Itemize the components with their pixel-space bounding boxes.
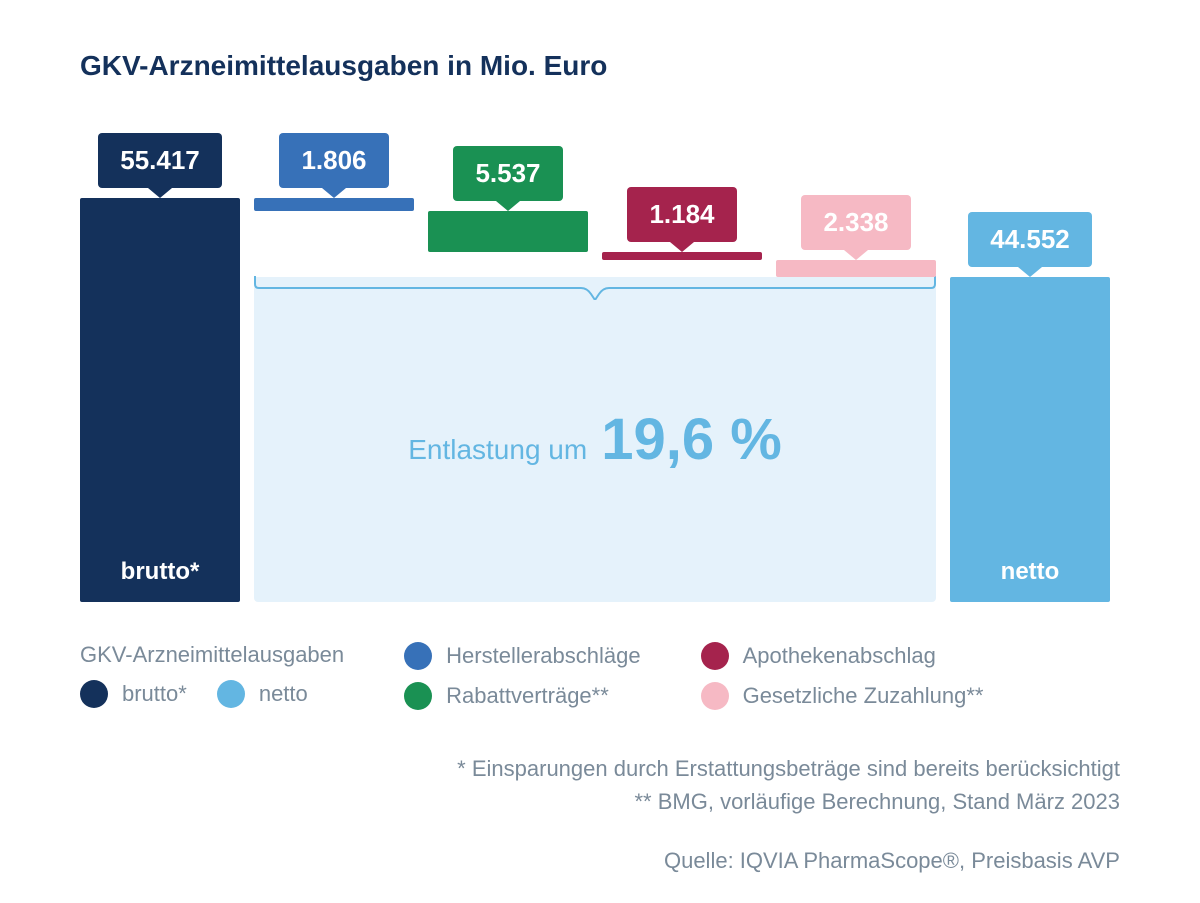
legend-label: netto <box>259 681 308 707</box>
callout: 1.184 <box>627 187 736 242</box>
footnote-1: * Einsparungen durch Erstattungsbeträge … <box>80 752 1120 785</box>
bar-rect: brutto* <box>80 198 240 602</box>
bar-apotheken: 1.184 <box>602 122 762 602</box>
dot-icon <box>217 680 245 708</box>
dot-icon <box>80 680 108 708</box>
waterfall-plot: Entlastung um19,6 %brutto*55.4171.8065.5… <box>80 122 1120 602</box>
legend-col-1: GKV-Arzneimittelausgaben brutto* netto <box>80 642 344 722</box>
bar-rect <box>428 211 588 251</box>
legend-label: Apothekenabschlag <box>743 643 936 669</box>
bar-inner-label: netto <box>950 558 1110 586</box>
legend-item-rabatt: Rabattverträge** <box>404 682 640 710</box>
legend-item-netto: netto <box>217 680 308 708</box>
footnotes: * Einsparungen durch Erstattungsbeträge … <box>80 752 1120 818</box>
bar-rect <box>254 198 414 211</box>
chart-title: GKV-Arzneimittelausgaben in Mio. Euro <box>80 50 1120 82</box>
callout: 2.338 <box>801 195 910 250</box>
bar-inner-label: brutto* <box>80 558 240 586</box>
dot-icon <box>701 642 729 670</box>
legend-label: Herstellerabschläge <box>446 643 640 669</box>
bar-hersteller: 1.806 <box>254 122 414 602</box>
legend-col-3: Apothekenabschlag Gesetzliche Zuzahlung*… <box>701 642 984 722</box>
bar-brutto: brutto* 55.417 <box>80 122 240 602</box>
legend-label: Rabattverträge** <box>446 683 609 709</box>
callout: 55.417 <box>98 133 222 188</box>
bar-rect <box>776 260 936 277</box>
callout: 5.537 <box>453 146 562 201</box>
callout: 44.552 <box>968 212 1092 267</box>
bar-netto: netto 44.552 <box>950 122 1110 602</box>
legend-item-hersteller: Herstellerabschläge <box>404 642 640 670</box>
footnote-2: ** BMG, vorläufige Berechnung, Stand Mär… <box>80 785 1120 818</box>
bar-zuzahlung: 2.338 <box>776 122 936 602</box>
legend-label: Gesetzliche Zuzahlung** <box>743 683 984 709</box>
legend: GKV-Arzneimittelausgaben brutto* netto H… <box>80 642 1120 722</box>
legend-col-2: Herstellerabschläge Rabattverträge** <box>404 642 640 722</box>
legend-item-apotheken: Apothekenabschlag <box>701 642 984 670</box>
dot-icon <box>404 642 432 670</box>
legend-head: GKV-Arzneimittelausgaben <box>80 642 344 668</box>
dot-icon <box>701 682 729 710</box>
bar-rect: netto <box>950 277 1110 602</box>
legend-item-zuzahlung: Gesetzliche Zuzahlung** <box>701 682 984 710</box>
bar-rabatt: 5.537 <box>428 122 588 602</box>
dot-icon <box>404 682 432 710</box>
source-line: Quelle: IQVIA PharmaScope®, Preisbasis A… <box>80 848 1120 874</box>
legend-item-brutto: brutto* <box>80 680 187 708</box>
legend-label: brutto* <box>122 681 187 707</box>
callout: 1.806 <box>279 133 388 188</box>
bar-rect <box>602 252 762 261</box>
